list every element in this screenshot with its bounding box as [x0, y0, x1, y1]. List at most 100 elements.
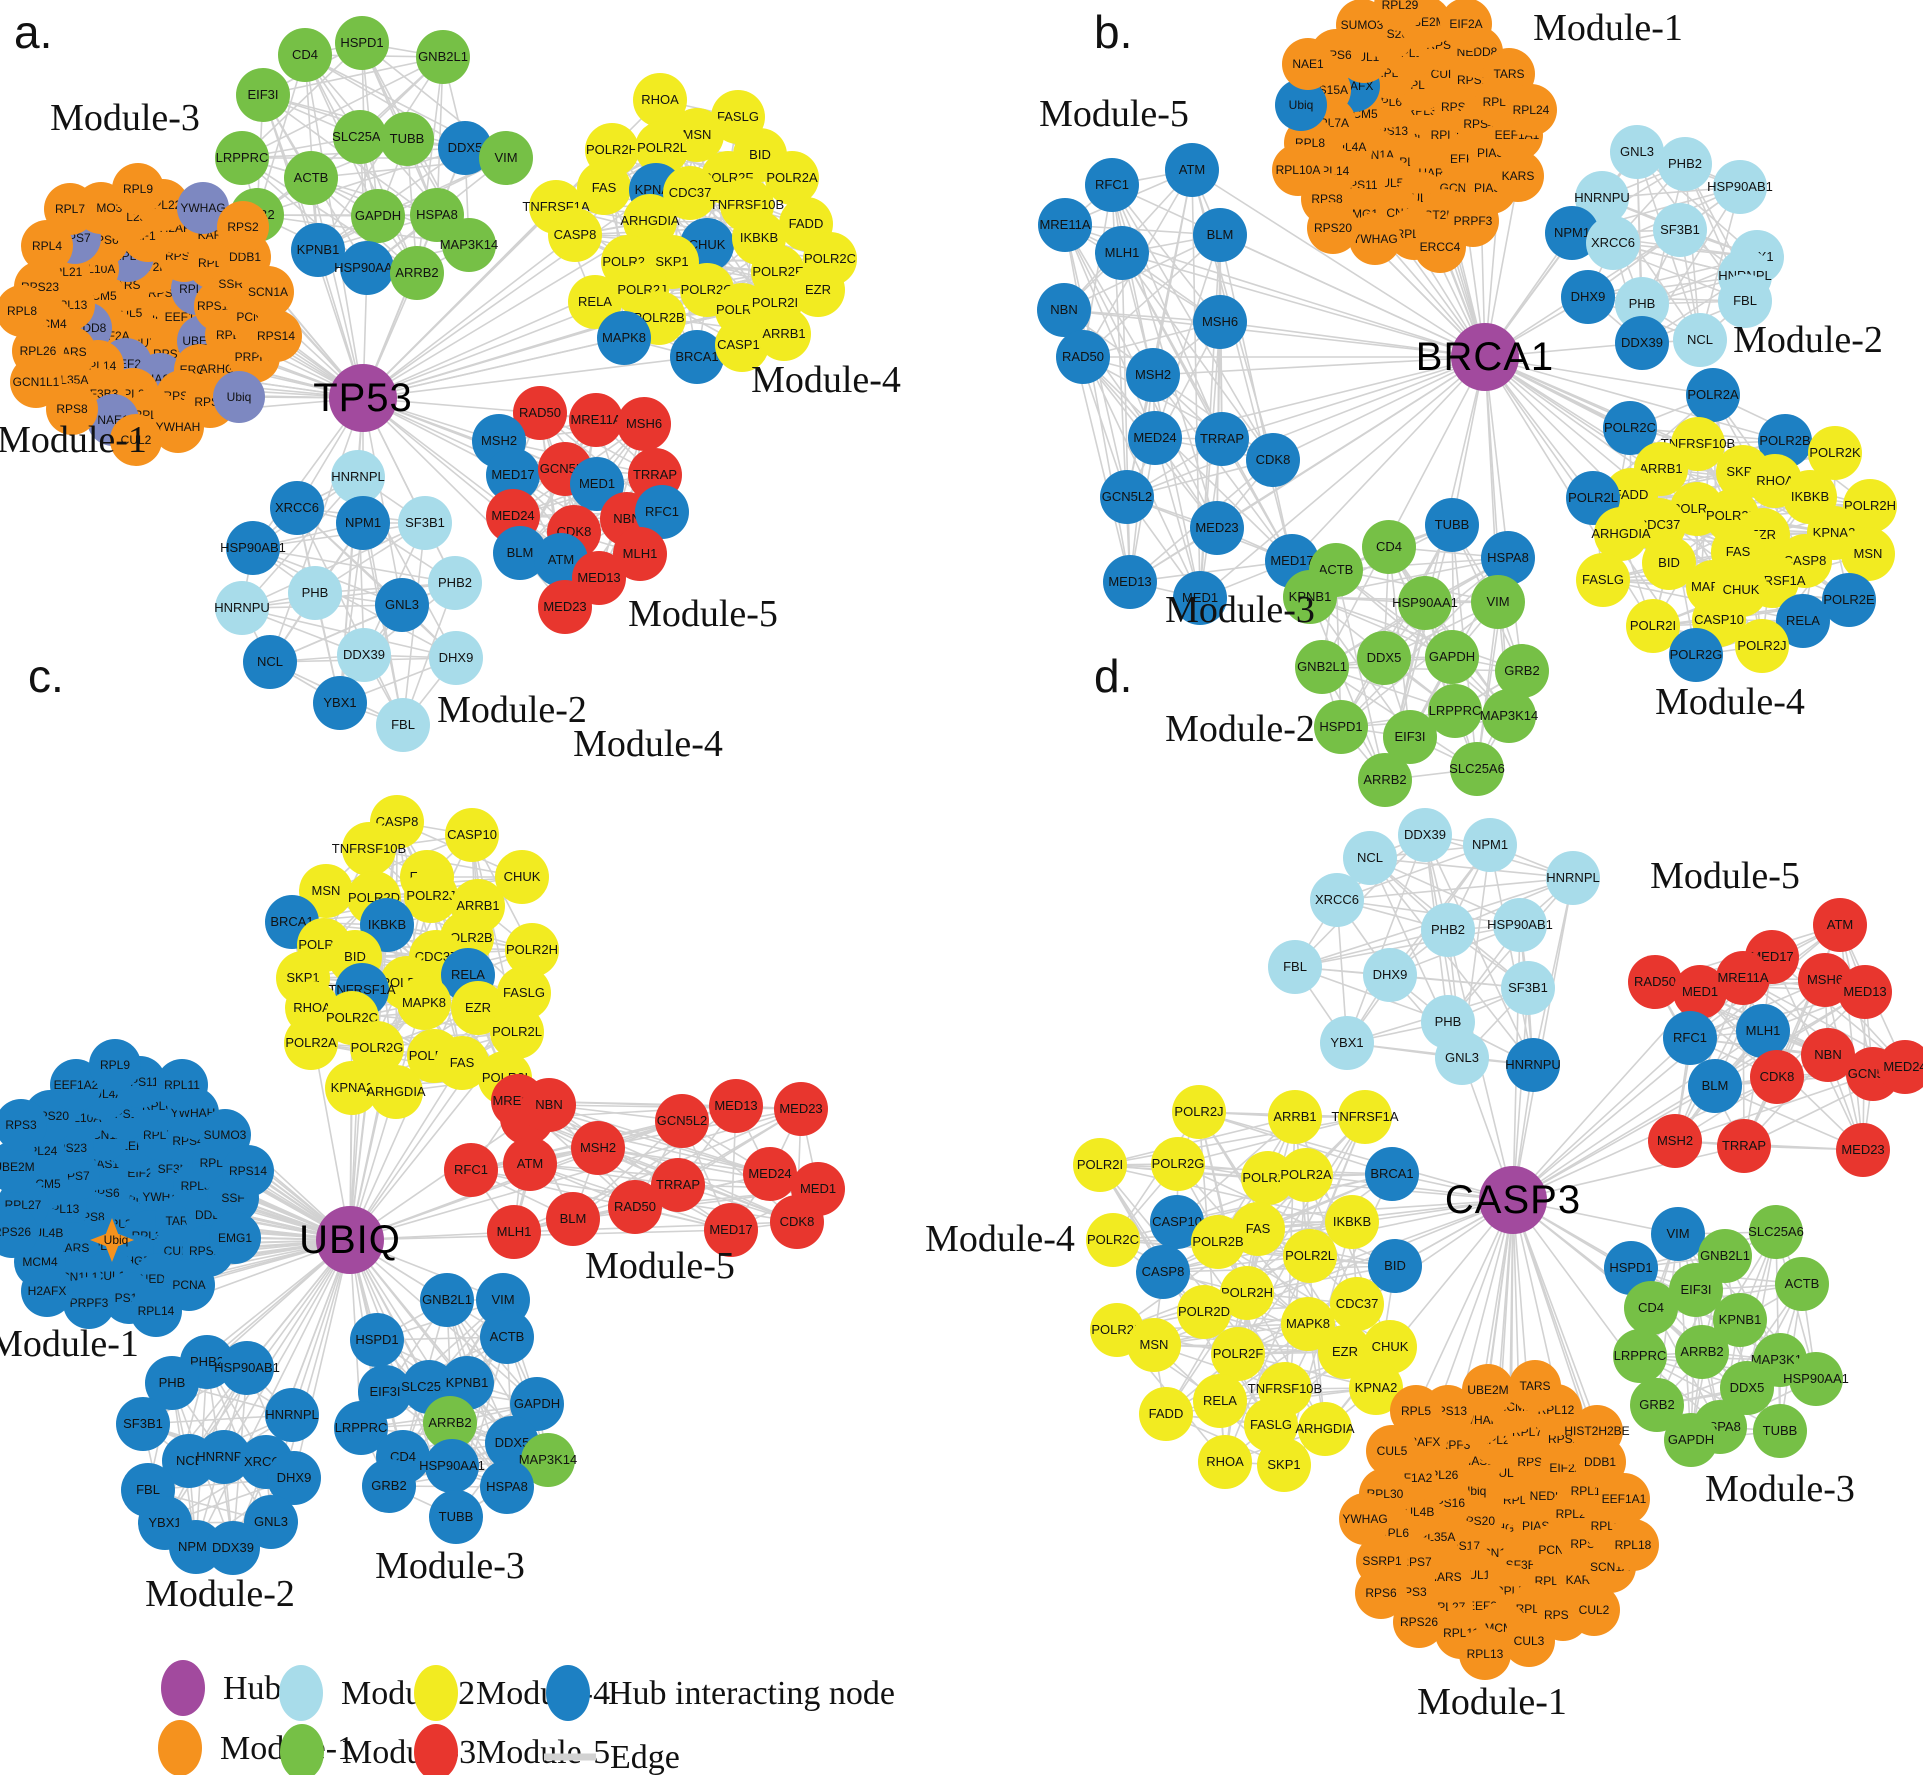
node-circle-TRRAP[interactable]	[1717, 1119, 1771, 1173]
node-circle-MSH2[interactable]	[571, 1121, 625, 1175]
node-circle-RPS20[interactable]	[1307, 202, 1359, 254]
node-circle-EZR[interactable]	[791, 263, 845, 317]
node-circle-ACTB[interactable]	[284, 151, 338, 205]
node-circle-CD4[interactable]	[278, 28, 332, 82]
node-circle-FASLG[interactable]	[1576, 553, 1630, 607]
node-NAE1[interactable]: NAE1	[1282, 38, 1334, 90]
node-circle-POLR2A[interactable]	[284, 1016, 338, 1070]
node-circle-HSP90AA1[interactable]	[1398, 576, 1452, 630]
node-circle-SLC25A6[interactable]	[333, 110, 387, 164]
node-circle-EZR[interactable]	[451, 981, 505, 1035]
node-circle-TUBB[interactable]	[380, 112, 434, 166]
node-circle-RPL5[interactable]	[1390, 1385, 1442, 1437]
node-RPL5[interactable]: RPL5	[1390, 1385, 1442, 1437]
node-circle-FBL[interactable]	[1718, 274, 1772, 328]
node-circle-GRB2[interactable]	[1630, 1378, 1684, 1432]
node-circle-MSH6[interactable]	[617, 397, 671, 451]
node-POLR2J[interactable]: POLR2J	[1735, 619, 1789, 673]
node-DDX39[interactable]: DDX39	[337, 628, 391, 682]
node-circle-PRPF3[interactable]	[63, 1277, 115, 1329]
node-circle-DDX5[interactable]	[438, 121, 492, 175]
node-ACTB[interactable]: ACTB	[1775, 1257, 1829, 1311]
node-circle-KPNA2[interactable]	[325, 1061, 379, 1115]
node-POLR2A[interactable]: POLR2A	[765, 151, 819, 205]
node-circle-POLR2I[interactable]	[1626, 599, 1680, 653]
hub-TP53[interactable]: TP53	[313, 364, 413, 432]
node-GNB2L1[interactable]: GNB2L1	[416, 30, 470, 84]
node-circle-GNL3[interactable]	[1610, 125, 1664, 179]
node-circle-CUL3[interactable]	[1503, 1615, 1555, 1667]
node-ATM[interactable]: ATM	[1813, 898, 1867, 952]
node-RAD50[interactable]: RAD50	[1628, 955, 1682, 1009]
node-circle-CDC37[interactable]	[663, 166, 717, 220]
node-circle-CASP10[interactable]	[445, 808, 499, 862]
node-circle-RPL7[interactable]	[44, 183, 96, 235]
node-MRE11A[interactable]: MRE11A	[569, 393, 623, 447]
node-circle-LRPPRC[interactable]	[1613, 1329, 1667, 1383]
node-circle-RELA[interactable]	[568, 275, 622, 329]
node-circle-SF3B1[interactable]	[1653, 203, 1707, 257]
node-circle-MRE11A[interactable]	[1038, 198, 1092, 252]
node-RPL9[interactable]: RPL9	[89, 1039, 141, 1091]
node-circle-HNRNPU[interactable]	[215, 581, 269, 635]
node-circle-POLR2G[interactable]	[1151, 1137, 1205, 1191]
node-circle-CUL2[interactable]	[110, 414, 162, 466]
node-circle-YBX1[interactable]	[1320, 1016, 1374, 1070]
node-circle-POLR2A[interactable]	[1279, 1148, 1333, 1202]
node-circle-MED13[interactable]	[1103, 555, 1157, 609]
node-circle-MLH1[interactable]	[613, 527, 667, 581]
node-CD4[interactable]: CD4	[1362, 520, 1416, 574]
node-SF3B1[interactable]: SF3B1	[398, 496, 452, 550]
node-circle-BID[interactable]	[1368, 1239, 1422, 1293]
node-circle-ARRB2[interactable]	[1358, 753, 1412, 807]
node-circle-Ubiq[interactable]	[213, 371, 265, 423]
node-circle-EIF3I[interactable]	[1383, 710, 1437, 764]
node-PHB2[interactable]: PHB2	[428, 556, 482, 610]
node-circle-KPNB1[interactable]	[291, 223, 345, 277]
node-circle-YWHAG[interactable]	[177, 182, 229, 234]
node-circle-PHB[interactable]	[288, 566, 342, 620]
node-circle-RELA[interactable]	[1193, 1374, 1247, 1428]
node-POLR2D[interactable]: POLR2D	[1177, 1285, 1231, 1339]
node-circle-VIM[interactable]	[1471, 575, 1525, 629]
node-NPM1[interactable]: NPM1	[336, 496, 390, 550]
node-circle-EIF2A[interactable]	[1440, 0, 1492, 50]
node-circle-PHB[interactable]	[145, 1356, 199, 1410]
node-RPS14[interactable]: RPS14	[222, 1145, 274, 1197]
node-circle-RPL14[interactable]	[130, 1285, 182, 1337]
node-circle-BLM[interactable]	[493, 526, 547, 580]
node-circle-ARRB2[interactable]	[423, 1396, 477, 1450]
node-DDX39[interactable]: DDX39	[1615, 316, 1669, 370]
node-MRE11A[interactable]: MRE11A	[1716, 951, 1770, 1005]
node-circle-GCN5L2[interactable]	[655, 1094, 709, 1148]
node-GCN5L2[interactable]: GCN5L2	[1100, 470, 1154, 524]
node-circle-ARRB1[interactable]	[757, 307, 811, 361]
node-circle-RHOA[interactable]	[633, 73, 687, 127]
node-BRCA1[interactable]: BRCA1	[1365, 1147, 1419, 1201]
node-CD4[interactable]: CD4	[278, 28, 332, 82]
node-circle-YWHAG[interactable]	[1339, 1493, 1391, 1545]
node-POLR2A[interactable]: POLR2A	[284, 1016, 338, 1070]
node-ARRB1[interactable]: ARRB1	[757, 307, 811, 361]
node-circle-DDX5[interactable]	[1720, 1361, 1774, 1415]
node-MAP3K14[interactable]: MAP3K14	[1480, 689, 1539, 743]
node-GAPDH[interactable]: GAPDH	[351, 189, 405, 243]
node-LRPPRC[interactable]: LRPPRC	[215, 131, 269, 185]
node-circle-POLR2H[interactable]	[1220, 1266, 1274, 1320]
node-circle-HSP90AA1[interactable]	[1789, 1352, 1843, 1406]
node-SLC25A6[interactable]: SLC25A6	[1449, 742, 1505, 796]
node-circle-FAS[interactable]	[577, 161, 631, 215]
node-circle-ATM[interactable]	[503, 1137, 557, 1191]
node-RFC1[interactable]: RFC1	[444, 1143, 498, 1197]
node-circle-RFC1[interactable]	[635, 485, 689, 539]
node-circle-PHB2[interactable]	[1658, 137, 1712, 191]
node-circle-MAPK8[interactable]	[1281, 1297, 1335, 1351]
node-RAD50[interactable]: RAD50	[1056, 330, 1110, 384]
node-circle-RHOA[interactable]	[1198, 1435, 1252, 1489]
node-circle-RPL10A[interactable]	[1272, 144, 1324, 196]
node-TARS[interactable]: TARS	[1509, 1360, 1561, 1412]
node-HSPD1[interactable]: HSPD1	[335, 16, 389, 70]
node-circle-MED13[interactable]	[709, 1079, 763, 1133]
node-POLR2J[interactable]: POLR2J	[404, 869, 458, 923]
node-circle-FBL[interactable]	[376, 698, 430, 752]
